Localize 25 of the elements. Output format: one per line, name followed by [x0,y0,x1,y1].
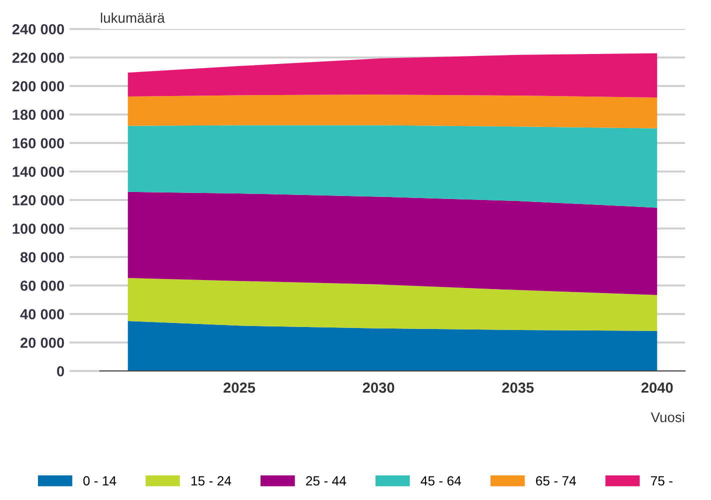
y-tick-label: 100 000 [12,224,64,234]
y-tick-label: 20 000 [20,338,64,348]
x-tick-label: 2040 [641,382,673,393]
y-axis-title: lukumäärä [100,12,165,23]
legend-label: 45 - 64 [420,476,462,486]
y-tick-label: 120 000 [12,195,64,206]
y-tick-label: 160 000 [12,138,64,148]
x-tick-label: 2035 [502,382,534,393]
y-tick-label: 0 [57,366,64,376]
y-tick-label: 200 000 [12,81,64,92]
y-tick-label: 220 000 [12,52,64,63]
y-tick-label: 60 000 [20,280,64,291]
y-tick-label: 140 000 [12,166,64,177]
legend-label: 15 - 24 [191,476,232,486]
legend-label: 0 - 14 [83,476,116,486]
y-tick-label: 240 000 [12,24,64,34]
legend-label: 75 - [650,476,672,486]
legend-label: 25 - 44 [306,476,346,486]
y-tick-label: 180 000 [12,110,64,120]
y-tick-label: 80 000 [20,252,64,262]
x-tick-label: 2025 [224,382,256,393]
y-tick-label: 40 000 [20,309,64,320]
x-tick-label: 2030 [362,382,394,393]
x-axis-title: Vuosi [650,412,684,422]
legend-label: 65 - 74 [536,476,576,486]
